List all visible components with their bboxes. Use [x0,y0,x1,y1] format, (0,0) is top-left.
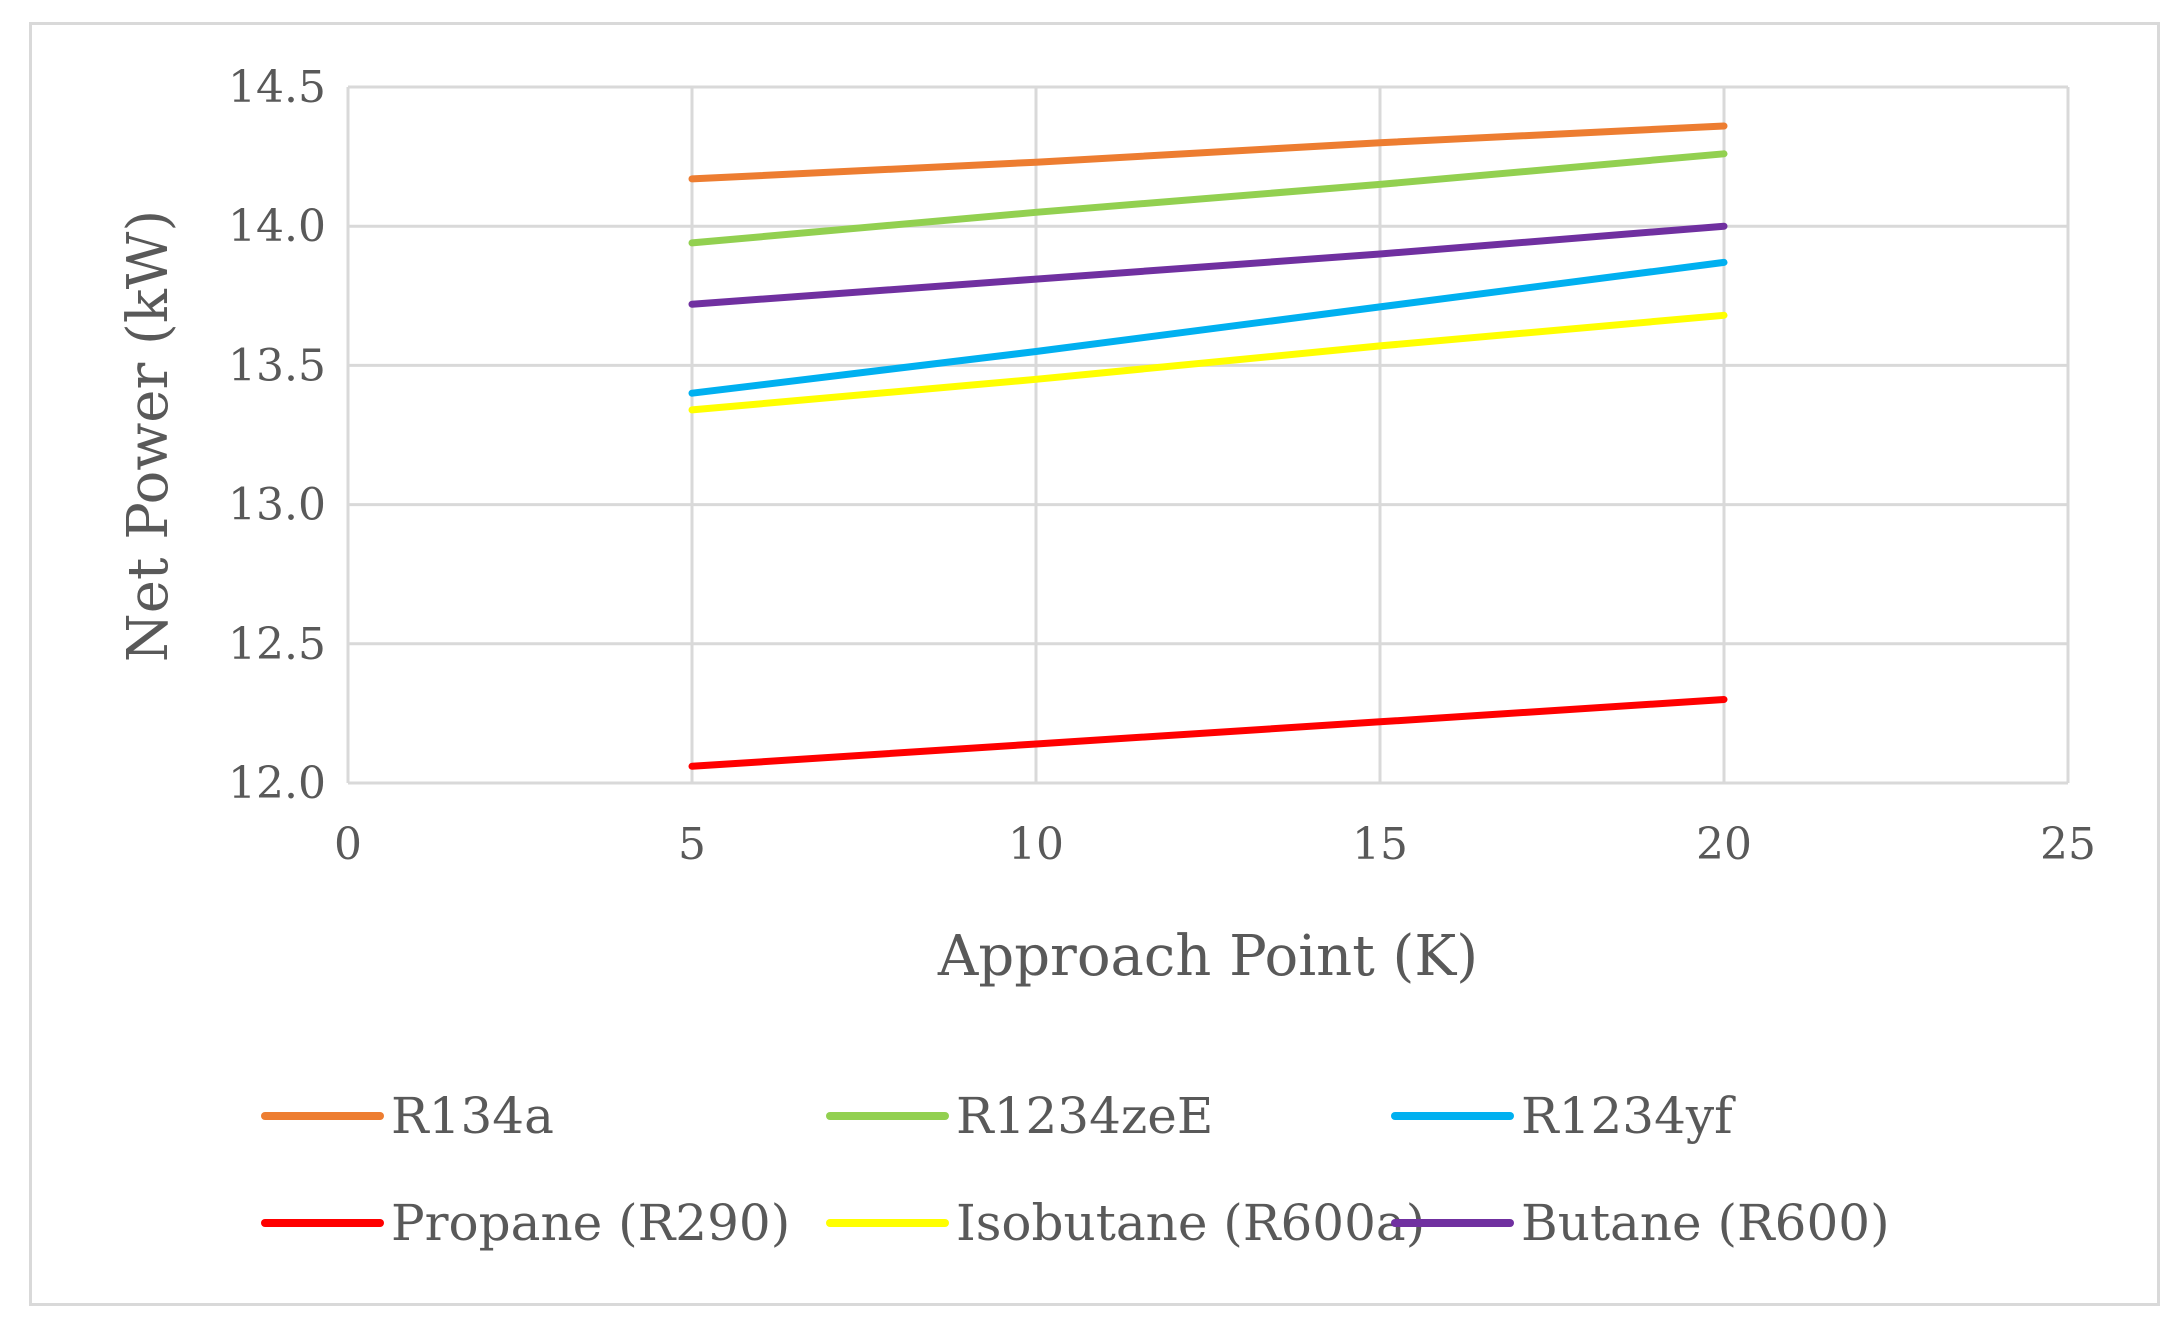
y-tick-label: 13.5 [228,340,326,391]
legend-label-5: Butane (R600) [1521,1194,1890,1252]
legend: R134a R1234zeE R1234yf Propane (R290) Isobut… [261,1087,1890,1252]
series-line-1 [688,150,1728,247]
series-line-0 [688,122,1728,183]
x-tick-label: 10 [1008,819,1064,870]
y-tick-label: 14.0 [228,201,326,252]
legend-label-3: Propane (R290) [391,1194,790,1252]
legend-label-1: R1234zeE [956,1087,1213,1145]
x-tick-label: 20 [1696,819,1752,870]
x-tick-label: 25 [2040,819,2096,870]
legend-label-2: R1234yf [1521,1087,1736,1145]
legend-label-0: R134a [391,1087,554,1145]
series-line-5 [688,222,1728,308]
y-tick-label: 12.0 [228,758,326,809]
series-line-4 [688,311,1728,414]
y-tick-label: 14.5 [228,62,326,113]
x-tick-label: 15 [1352,819,1408,870]
y-tick-label: 12.5 [228,619,326,670]
chart-frame [29,22,2160,1306]
y-tick-label: 13.0 [228,480,326,531]
tick-labels: 12.0 12.5 13.0 13.5 14.0 14.5 0 5 10 15 20 25 [228,62,2096,870]
x-tick-label: 0 [334,819,362,870]
gridlines [346,85,2070,785]
series-line-2 [688,258,1728,397]
series-lines [688,122,1728,770]
x-tick-label: 5 [678,819,706,870]
series-line-3 [688,696,1728,770]
legend-label-4: Isobutane (R600a) [956,1194,1425,1252]
x-axis-title: Approach Point (K) [937,924,1478,989]
y-axis-title: Net Power (kW) [116,210,181,662]
